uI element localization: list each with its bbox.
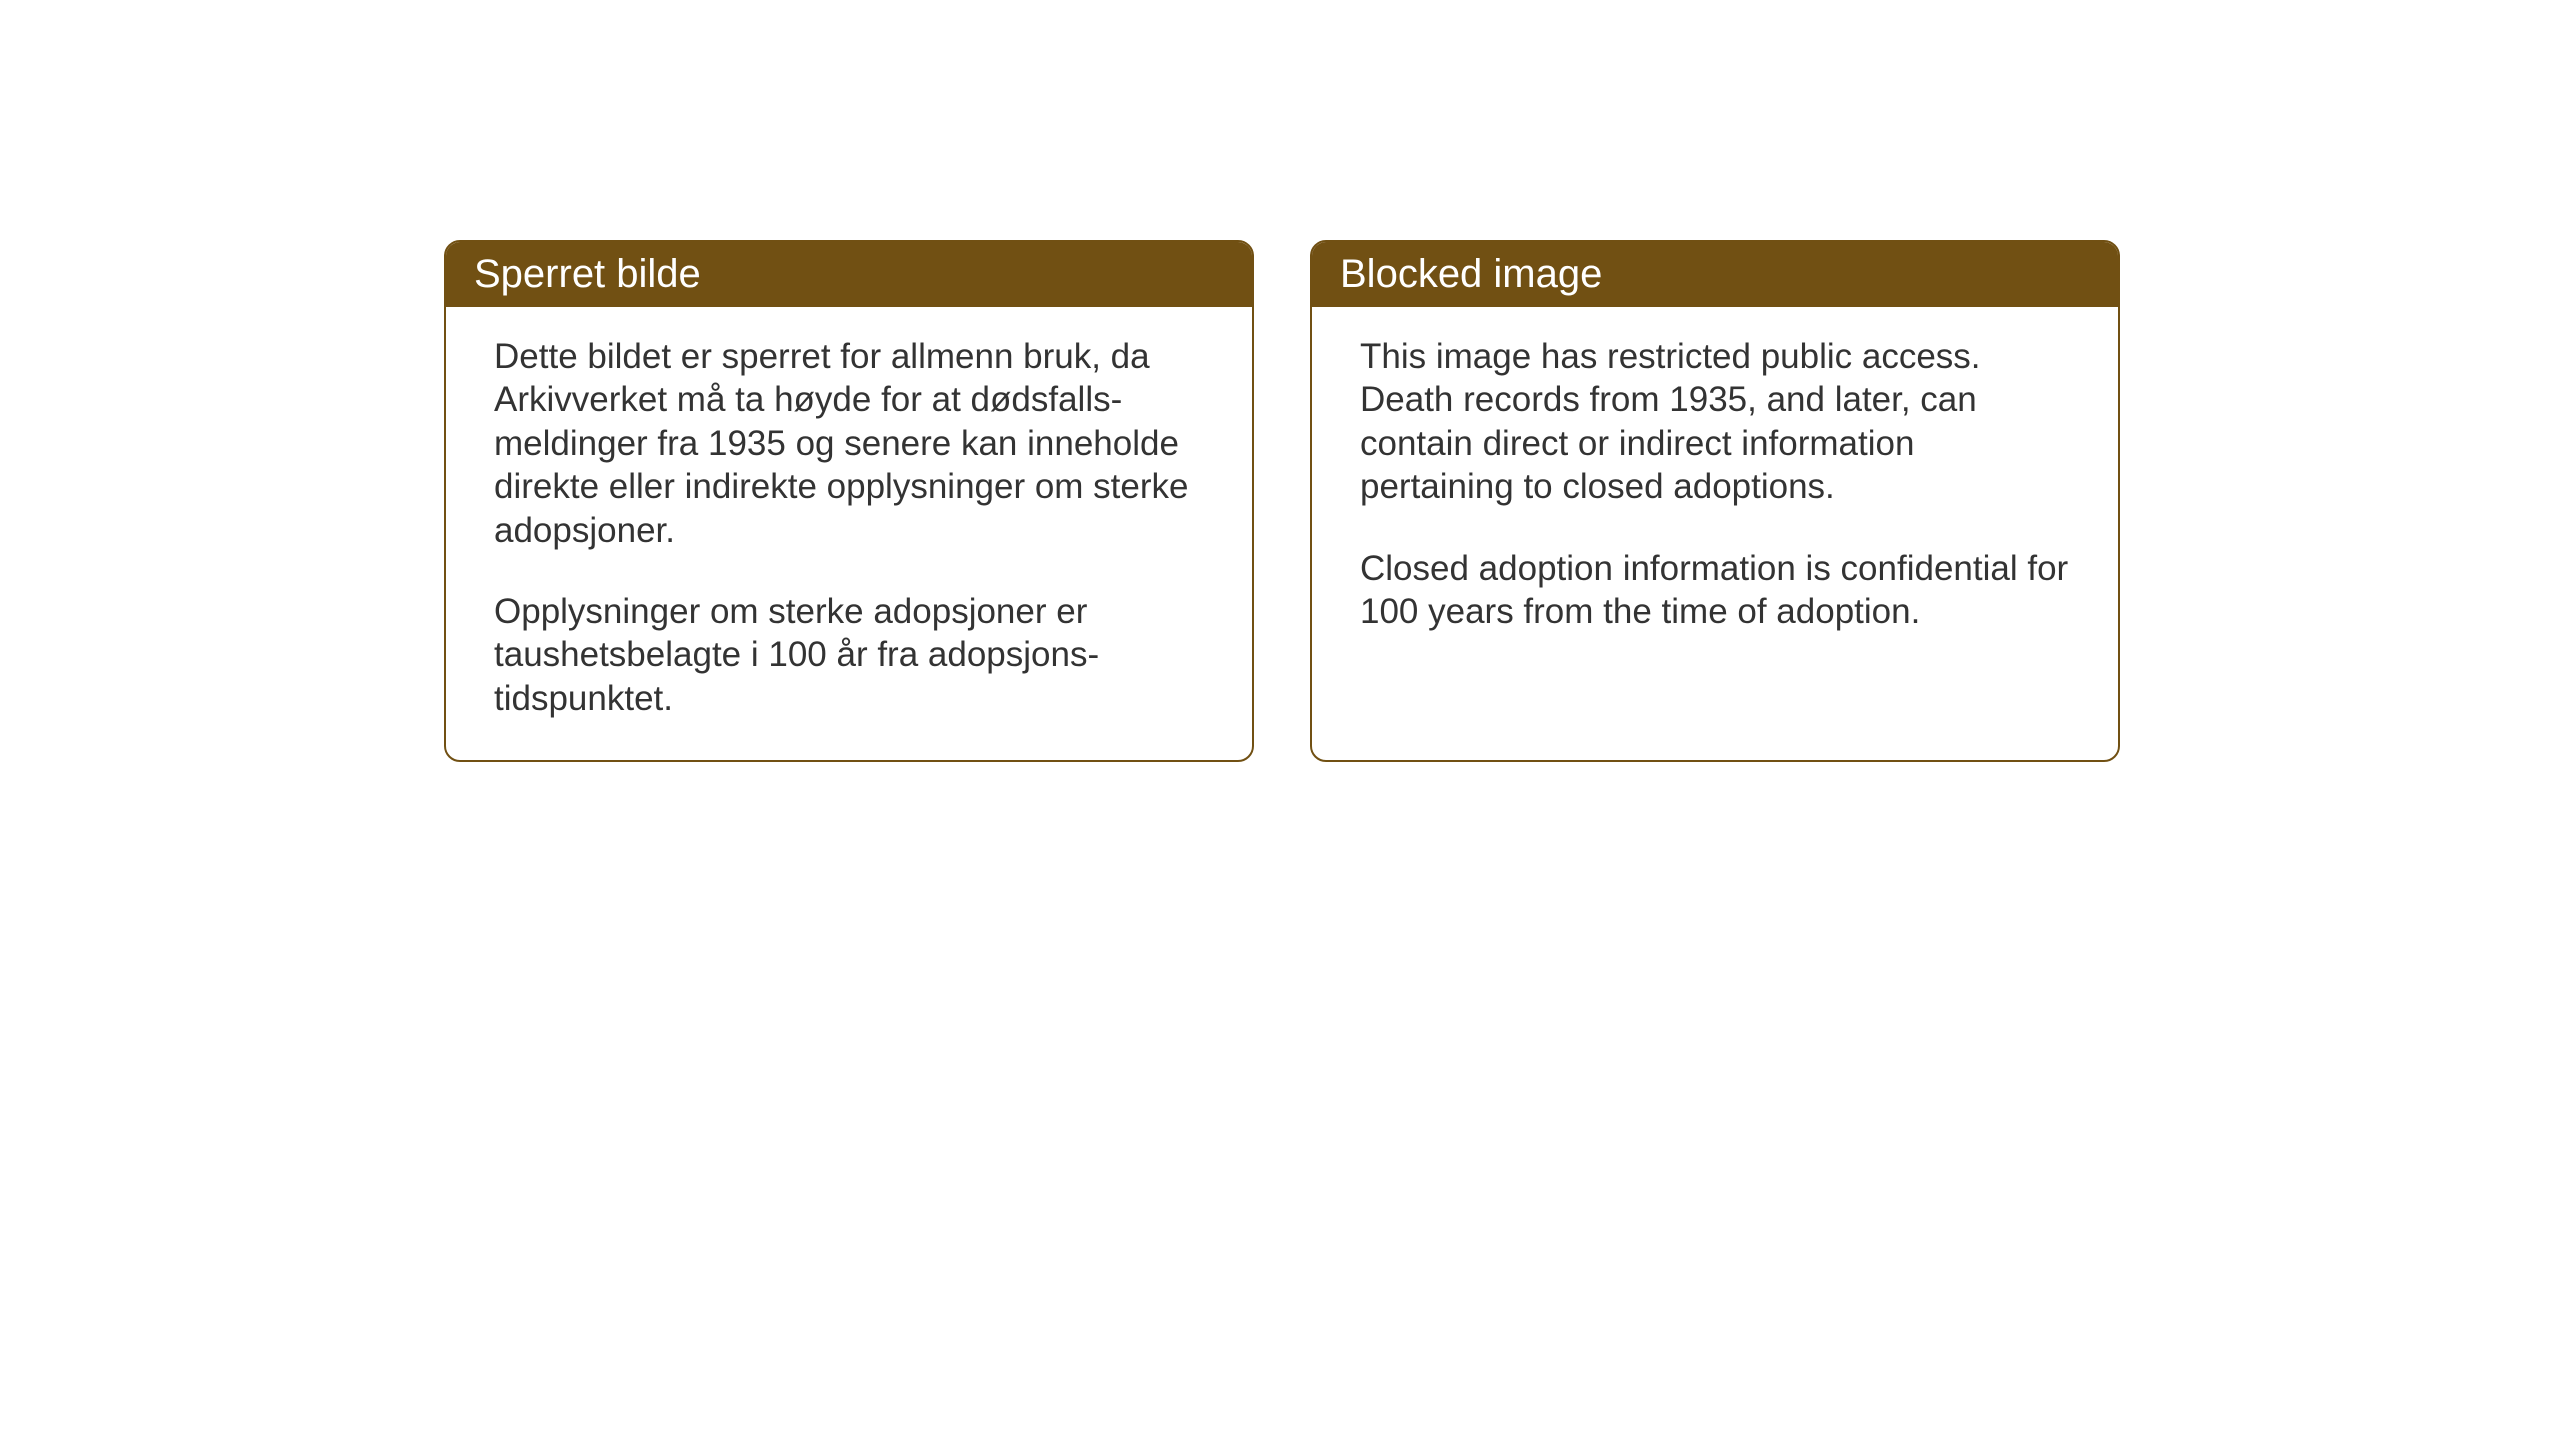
norwegian-card-header: Sperret bilde xyxy=(446,242,1252,307)
english-card: Blocked image This image has restricted … xyxy=(1310,240,2120,762)
norwegian-paragraph-2: Opplysninger om sterke adopsjoner er tau… xyxy=(494,590,1204,720)
english-card-body: This image has restricted public access.… xyxy=(1312,307,2118,673)
norwegian-card-body: Dette bildet er sperret for allmenn bruk… xyxy=(446,307,1252,760)
english-card-title: Blocked image xyxy=(1340,252,1602,296)
english-paragraph-1: This image has restricted public access.… xyxy=(1360,335,2070,509)
cards-container: Sperret bilde Dette bildet er sperret fo… xyxy=(444,240,2120,762)
english-paragraph-2: Closed adoption information is confident… xyxy=(1360,547,2070,634)
english-card-header: Blocked image xyxy=(1312,242,2118,307)
norwegian-paragraph-1: Dette bildet er sperret for allmenn bruk… xyxy=(494,335,1204,552)
norwegian-card-title: Sperret bilde xyxy=(474,252,701,296)
norwegian-card: Sperret bilde Dette bildet er sperret fo… xyxy=(444,240,1254,762)
